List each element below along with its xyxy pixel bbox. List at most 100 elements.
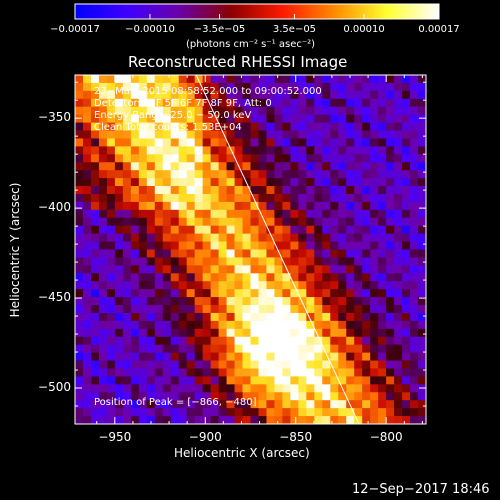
heatmap-cell <box>274 241 284 251</box>
heatmap-cell <box>354 416 363 424</box>
heatmap-cell <box>122 273 132 282</box>
heatmap-cell <box>354 186 363 195</box>
heatmap-cell <box>226 233 236 243</box>
heatmap-cell <box>362 392 371 401</box>
heatmap-cell <box>130 416 140 424</box>
heatmap-cell <box>234 217 244 227</box>
heatmap-cell <box>258 130 268 140</box>
heatmap-cell <box>178 75 188 84</box>
heatmap-cell <box>90 225 100 235</box>
heatmap-cell <box>186 392 196 401</box>
heatmap-cell <box>418 209 426 219</box>
heatmap-cell <box>274 273 284 282</box>
heatmap-cell <box>218 90 228 100</box>
heatmap-cell <box>306 209 315 219</box>
heatmap-cell <box>282 408 291 417</box>
heatmap-cell <box>410 209 419 219</box>
heatmap-cell <box>314 273 323 282</box>
heatmap-cell <box>242 114 252 124</box>
heatmap-cell <box>386 305 395 314</box>
heatmap-cell <box>146 400 156 409</box>
heatmap-cell <box>122 209 132 219</box>
heatmap-cell <box>226 170 236 179</box>
heatmap-cell <box>82 312 92 322</box>
heatmap-cell <box>90 297 100 306</box>
heatmap-cell <box>330 289 339 298</box>
heatmap-cell <box>130 130 140 140</box>
heatmap-cell <box>410 400 419 409</box>
heatmap-cell <box>130 400 140 409</box>
heatmap-cell <box>98 201 108 211</box>
heatmap-cell <box>154 178 164 187</box>
heatmap-cell <box>138 114 148 124</box>
heatmap-cell <box>354 138 363 147</box>
heatmap-cell <box>354 360 363 370</box>
heatmap-cell <box>386 408 395 417</box>
heatmap-cell <box>194 138 204 147</box>
heatmap-cell <box>346 352 355 362</box>
heatmap-cell <box>354 75 363 84</box>
heatmap-cell <box>234 320 244 330</box>
heatmap-cell <box>250 392 260 401</box>
heatmap-cell <box>114 241 124 251</box>
heatmap-cell <box>378 233 387 243</box>
heatmap-cell <box>394 360 403 370</box>
heatmap-cell <box>346 344 355 354</box>
heatmap-cell <box>130 82 140 92</box>
heatmap-cell <box>234 344 244 354</box>
heatmap-cell <box>250 154 260 163</box>
heatmap-cell <box>154 281 164 290</box>
heatmap-cell <box>170 186 180 195</box>
heatmap-cell <box>266 400 276 409</box>
heatmap-cell <box>114 82 124 92</box>
heatmap-cell <box>298 384 307 393</box>
heatmap-cell <box>138 368 148 378</box>
heatmap-cell <box>146 336 156 346</box>
heatmap-cell <box>362 193 371 203</box>
heatmap-cell <box>122 130 132 140</box>
heatmap-cell <box>154 122 164 132</box>
heatmap-cell <box>394 193 403 203</box>
heatmap-cell <box>226 305 236 314</box>
heatmap-cell <box>194 257 204 266</box>
heatmap-cell <box>298 368 307 378</box>
heatmap-cell <box>218 360 228 370</box>
heatmap-cell <box>330 90 339 100</box>
heatmap-cell <box>386 400 395 409</box>
heatmap-cell <box>242 273 252 282</box>
heatmap-cell <box>170 328 180 338</box>
heatmap-cell <box>106 233 116 243</box>
heatmap-cell <box>362 146 371 155</box>
heatmap-cell <box>138 241 148 251</box>
heatmap-cell <box>98 98 108 108</box>
heatmap-cell <box>290 416 299 424</box>
heatmap-cell <box>242 320 252 330</box>
heatmap-cell <box>242 408 252 417</box>
heatmap-cell <box>250 368 260 378</box>
heatmap-cell <box>194 122 204 132</box>
heatmap-cell <box>362 416 371 424</box>
heatmap-cell <box>75 201 84 211</box>
heatmap-cell <box>418 305 426 314</box>
heatmap-cell <box>418 82 426 92</box>
heatmap-cell <box>354 201 363 211</box>
heatmap-cell <box>154 289 164 298</box>
heatmap-cell <box>146 328 156 338</box>
heatmap-cell <box>370 82 379 92</box>
heatmap-cell <box>394 249 403 259</box>
heatmap-cell <box>258 249 268 259</box>
heatmap-cell <box>362 281 371 290</box>
heatmap-cell <box>394 265 403 274</box>
heatmap-cell <box>386 257 395 266</box>
heatmap-cell <box>418 90 426 100</box>
heatmap-cell <box>122 146 132 155</box>
heatmap-cell <box>194 114 204 124</box>
heatmap-cell <box>330 193 339 203</box>
heatmap-cell <box>362 178 371 187</box>
heatmap-cell <box>242 82 252 92</box>
heatmap-cell <box>226 249 236 259</box>
heatmap-cell <box>202 368 212 378</box>
heatmap-cell <box>194 408 204 417</box>
heatmap-cell <box>346 320 355 330</box>
y-tick-label: −350 <box>38 110 71 125</box>
